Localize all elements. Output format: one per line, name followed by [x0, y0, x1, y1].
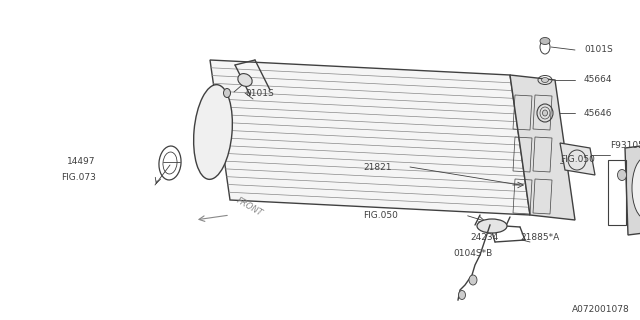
- Text: A072001078: A072001078: [572, 305, 630, 314]
- Polygon shape: [510, 75, 575, 220]
- Text: 45664: 45664: [584, 76, 612, 84]
- Ellipse shape: [223, 89, 230, 98]
- Ellipse shape: [458, 291, 465, 300]
- Text: 0104S*B: 0104S*B: [453, 249, 492, 258]
- Polygon shape: [560, 143, 595, 175]
- Text: 14497: 14497: [67, 157, 95, 166]
- Text: 0101S: 0101S: [245, 89, 274, 98]
- Polygon shape: [210, 60, 530, 215]
- Text: FRONT: FRONT: [235, 196, 264, 218]
- Ellipse shape: [477, 219, 507, 233]
- Text: FIG.073: FIG.073: [61, 173, 96, 182]
- Text: 21821: 21821: [363, 163, 392, 172]
- Text: 24234: 24234: [470, 234, 499, 243]
- Text: FIG.050: FIG.050: [560, 156, 595, 164]
- Text: 45646: 45646: [584, 108, 612, 117]
- Ellipse shape: [469, 275, 477, 285]
- Text: F93105: F93105: [610, 140, 640, 149]
- Text: FIG.050: FIG.050: [363, 211, 398, 220]
- Text: 0101S: 0101S: [584, 45, 612, 54]
- Ellipse shape: [543, 110, 547, 116]
- Ellipse shape: [632, 157, 640, 219]
- Polygon shape: [625, 143, 640, 235]
- Ellipse shape: [540, 37, 550, 44]
- Ellipse shape: [238, 74, 252, 86]
- Ellipse shape: [541, 77, 548, 83]
- Ellipse shape: [194, 85, 232, 179]
- Text: 21885*A: 21885*A: [520, 233, 559, 242]
- Ellipse shape: [618, 170, 627, 180]
